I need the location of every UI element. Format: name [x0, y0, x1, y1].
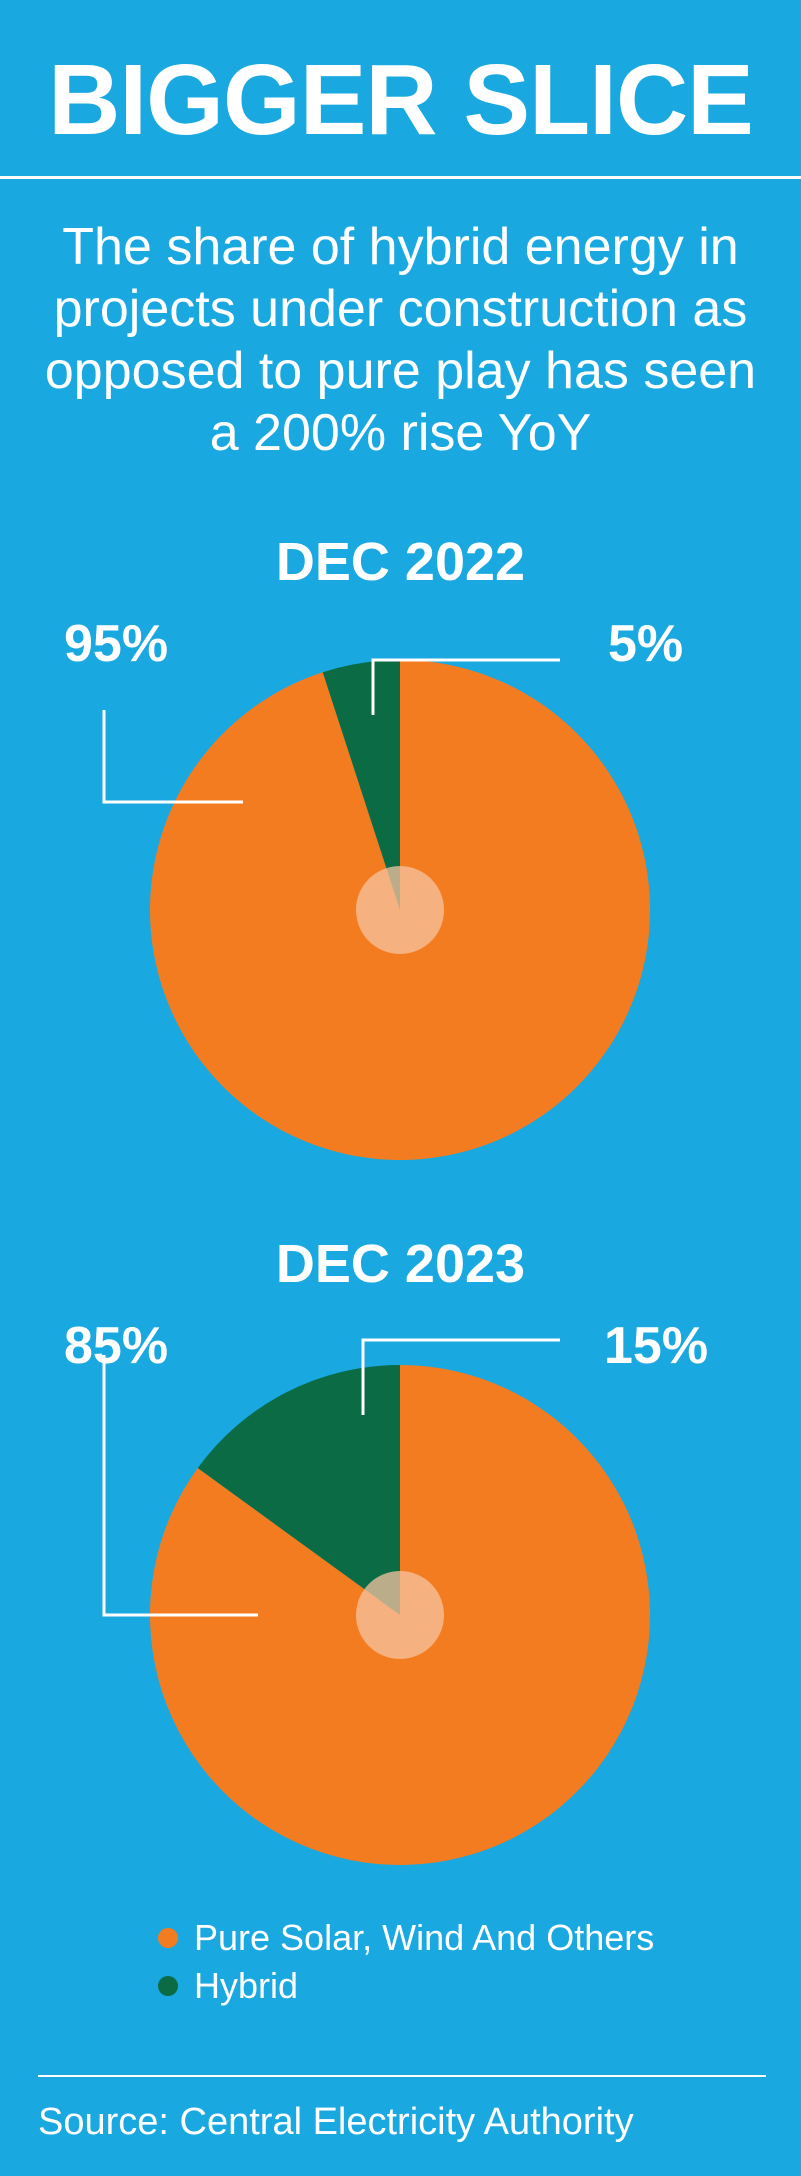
pie-chart-dec-2023 [102, 1338, 651, 1865]
pie-chart-dec-2022 [102, 658, 651, 1160]
pie-slice-hybrid [197, 1365, 400, 1615]
leader-line-pure [102, 710, 243, 804]
pie-1-label-pure: 95% [64, 615, 169, 673]
legend-swatch-pure [158, 1928, 178, 1948]
leader-line-hybrid [371, 658, 560, 715]
pie-2-label-pure: 85% [64, 1317, 169, 1375]
pie-center-circle [356, 1571, 444, 1659]
page-subtitle: The share of hybrid energy in projects u… [44, 218, 757, 462]
footer-divider [38, 2075, 766, 2077]
pie-slice-hybrid [322, 660, 400, 910]
source-note: Source: Central Electricity Authority [38, 2101, 634, 2143]
pie-2-label-hybrid: 15% [604, 1317, 709, 1375]
legend-swatch-hybrid [158, 1976, 178, 1996]
pie-center-circle [356, 866, 444, 954]
pie-1-label-hybrid: 5% [608, 615, 684, 673]
chart-title-dec-2022: DEC 2022 [275, 532, 526, 592]
legend: Pure Solar, Wind And Others Hybrid [158, 1914, 654, 2010]
legend-label-pure: Pure Solar, Wind And Others [194, 1917, 655, 1958]
leader-line-pure [102, 1355, 258, 1617]
title-divider [0, 176, 801, 179]
page-title: BIGGER SLICE [48, 44, 754, 156]
leader-line-hybrid [361, 1338, 560, 1415]
chart-title-dec-2023: DEC 2023 [275, 1234, 526, 1294]
legend-label-hybrid: Hybrid [194, 1965, 299, 2006]
legend-item-pure: Pure Solar, Wind And Others [158, 1914, 654, 1962]
legend-item-hybrid: Hybrid [158, 1962, 654, 2010]
